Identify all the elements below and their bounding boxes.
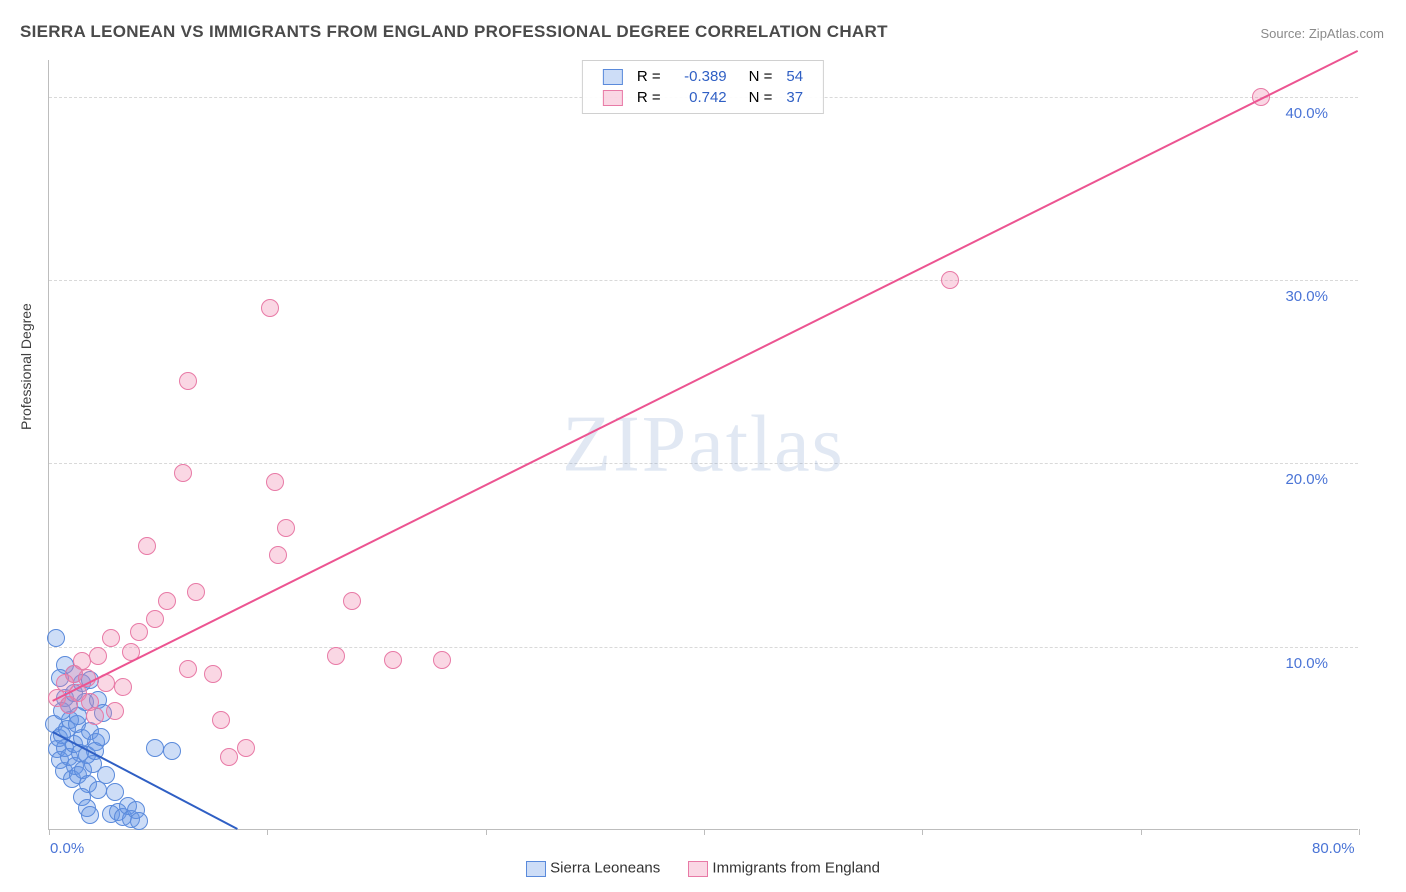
series-legend: Sierra Leoneans Immigrants from England	[512, 859, 894, 877]
legend-swatch	[526, 861, 546, 877]
trend-line	[53, 51, 1358, 701]
trend-line	[53, 732, 238, 829]
legend-n-label: N =	[735, 67, 779, 86]
legend-item-label: Sierra Leoneans	[550, 860, 660, 877]
x-tick	[1359, 829, 1360, 835]
x-tick	[486, 829, 487, 835]
x-tick-label: 80.0%	[1312, 840, 1355, 857]
legend-item: Immigrants from England	[688, 859, 880, 876]
legend-n-value: 37	[780, 88, 809, 107]
chart-title: SIERRA LEONEAN VS IMMIGRANTS FROM ENGLAN…	[20, 22, 888, 42]
scatter-plot-area: ZIPatlas 10.0%20.0%30.0%40.0%	[48, 60, 1358, 830]
x-tick-label: 0.0%	[50, 840, 84, 857]
legend-r-value: 0.742	[669, 88, 733, 107]
legend-swatch	[603, 69, 623, 85]
legend-row: R =-0.389N =54	[597, 67, 809, 86]
x-tick	[922, 829, 923, 835]
legend-swatch	[603, 90, 623, 106]
legend-swatch	[688, 861, 708, 877]
legend-r-label: R =	[631, 88, 667, 107]
y-axis-label: Professional Degree	[18, 303, 34, 430]
legend-row: R =0.742N =37	[597, 88, 809, 107]
legend-n-value: 54	[780, 67, 809, 86]
legend-item: Sierra Leoneans	[526, 859, 660, 876]
legend-r-label: R =	[631, 67, 667, 86]
legend-item-label: Immigrants from England	[712, 860, 880, 877]
correlation-legend: R =-0.389N =54R =0.742N =37	[582, 60, 824, 114]
trend-lines	[49, 60, 1358, 829]
chart-source: Source: ZipAtlas.com	[1260, 26, 1384, 41]
x-tick	[704, 829, 705, 835]
legend-n-label: N =	[735, 88, 779, 107]
x-tick	[49, 829, 50, 835]
legend-r-value: -0.389	[669, 67, 733, 86]
x-tick	[267, 829, 268, 835]
x-tick	[1141, 829, 1142, 835]
